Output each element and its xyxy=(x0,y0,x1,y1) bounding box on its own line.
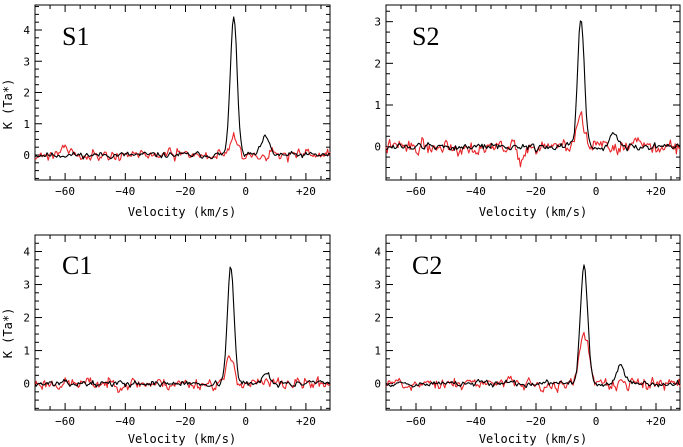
x-tick-label: −40 xyxy=(466,415,486,428)
y-axis-title: K (Ta*) xyxy=(1,79,15,130)
panel-label: S1 xyxy=(62,22,89,51)
spectra xyxy=(34,16,331,163)
y-tick-labels: 0 1 2 3 4 xyxy=(374,246,381,391)
x-axis-title: Velocity (km/s) xyxy=(479,205,587,219)
y-tick-label: 2 xyxy=(23,87,30,100)
x-tick-label: −40 xyxy=(115,415,135,428)
y-tick-label: 3 xyxy=(374,16,381,29)
y-tick-label: 0 xyxy=(23,149,30,162)
x-tick-label: −40 xyxy=(466,185,486,198)
x-tick-label: 0 xyxy=(593,415,600,428)
y-axis-title: K (Ta*) xyxy=(1,308,15,359)
x-tick-label: +20 xyxy=(296,185,316,198)
y-tick-label: 0 xyxy=(23,378,30,391)
panel-c2: −60 −40 −20 0 +20 0 1 2 3 4 C2 Velocity (km/s) xyxy=(374,234,681,446)
x-tick-label: −20 xyxy=(526,415,546,428)
y-tick-label: 4 xyxy=(23,246,30,259)
x-tick-label: −20 xyxy=(176,185,196,198)
panel-s2: −60 −40 −20 0 +20 0 1 2 3 S2 Velocity (km/s) xyxy=(374,4,681,219)
tick-marks xyxy=(34,234,330,410)
y-tick-labels: 0 1 2 3 4 xyxy=(23,24,30,162)
y-tick-label: 1 xyxy=(23,345,30,358)
spectrum-red xyxy=(34,355,331,394)
spectrum-black xyxy=(385,20,681,153)
y-tick-label: 2 xyxy=(374,312,381,325)
x-tick-labels: −60 −40 −20 0 +20 xyxy=(406,415,666,428)
plot-frame xyxy=(34,234,331,411)
x-tick-label: +20 xyxy=(296,415,316,428)
y-tick-label: 3 xyxy=(23,279,30,292)
y-tick-label: 4 xyxy=(23,24,30,37)
x-tick-labels: −60 −40 −20 0 +20 xyxy=(55,185,316,198)
x-tick-label: −60 xyxy=(55,415,75,428)
y-tick-label: 1 xyxy=(374,345,381,358)
y-tick-label: 4 xyxy=(374,246,381,259)
spectra xyxy=(385,264,681,393)
x-axis-title: Velocity (km/s) xyxy=(128,205,236,219)
y-tick-labels: 0 1 2 3 4 xyxy=(23,246,30,391)
spectrum-red xyxy=(34,132,331,163)
y-tick-label: 0 xyxy=(374,378,381,391)
panel-s1: −60 −40 −20 0 +20 0 1 2 3 4 S1 Velocity (km/s) K… xyxy=(1,4,331,219)
y-tick-label: 0 xyxy=(374,141,381,154)
spectrum-red xyxy=(385,111,681,168)
x-tick-label: −20 xyxy=(526,185,546,198)
plot-frame xyxy=(385,234,681,411)
spectrum-black xyxy=(385,264,681,388)
spectra xyxy=(385,20,681,168)
panel-c1: −60 −40 −20 0 +20 0 1 2 3 4 C1 Velocity (km/s) K… xyxy=(1,234,331,446)
x-tick-label: +20 xyxy=(646,415,666,428)
y-tick-labels: 0 1 2 3 xyxy=(374,16,381,154)
panel-label: S2 xyxy=(412,22,439,51)
y-tick-label: 3 xyxy=(23,55,30,68)
y-tick-label: 3 xyxy=(374,279,381,292)
x-tick-label: 0 xyxy=(242,185,249,198)
y-tick-label: 2 xyxy=(23,312,30,325)
tick-marks xyxy=(34,5,330,180)
panel-label: C2 xyxy=(412,251,442,280)
x-tick-labels: −60 −40 −20 0 +20 xyxy=(406,185,666,198)
tick-marks xyxy=(385,234,680,410)
x-tick-labels: −60 −40 −20 0 +20 xyxy=(55,415,316,428)
x-tick-label: −40 xyxy=(115,185,135,198)
x-tick-label: 0 xyxy=(242,415,249,428)
x-tick-label: −20 xyxy=(176,415,196,428)
spectrum-black xyxy=(34,266,331,388)
x-tick-label: +20 xyxy=(646,185,666,198)
plot-frame xyxy=(385,4,681,181)
spectra xyxy=(34,266,331,394)
panel-label: C1 xyxy=(62,251,92,280)
x-axis-title: Velocity (km/s) xyxy=(128,432,236,446)
x-tick-label: −60 xyxy=(406,415,426,428)
x-tick-label: 0 xyxy=(593,185,600,198)
x-axis-title: Velocity (km/s) xyxy=(479,432,587,446)
x-tick-label: −60 xyxy=(55,185,75,198)
spectrum-black xyxy=(34,16,331,160)
y-tick-label: 1 xyxy=(23,118,30,131)
y-tick-label: 2 xyxy=(374,57,381,70)
y-tick-label: 1 xyxy=(374,99,381,112)
x-tick-label: −60 xyxy=(406,185,426,198)
